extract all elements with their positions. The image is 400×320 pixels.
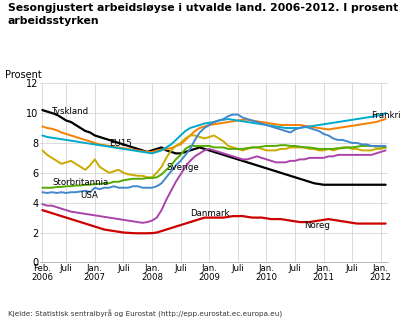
Text: Tyskland: Tyskland <box>52 107 89 116</box>
Text: Danmark: Danmark <box>190 209 230 218</box>
Text: Frankrike: Frankrike <box>371 111 400 120</box>
Text: Kjelde: Statistisk sentralbyrå og Eurostat (http://epp.eurostat.ec.europa.eu): Kjelde: Statistisk sentralbyrå og Eurost… <box>8 310 282 318</box>
Text: Noreg: Noreg <box>304 221 330 230</box>
Text: Storbritannia: Storbritannia <box>52 178 108 187</box>
Text: EU15: EU15 <box>109 139 132 148</box>
Text: Prosent: Prosent <box>5 70 42 80</box>
Text: USA: USA <box>80 191 98 200</box>
Text: Sesongjustert arbeidsløyse i utvalde land. 2006-2012. I prosent av
arbeidsstyrke: Sesongjustert arbeidsløyse i utvalde lan… <box>8 3 400 26</box>
Text: Sverige: Sverige <box>166 163 199 172</box>
